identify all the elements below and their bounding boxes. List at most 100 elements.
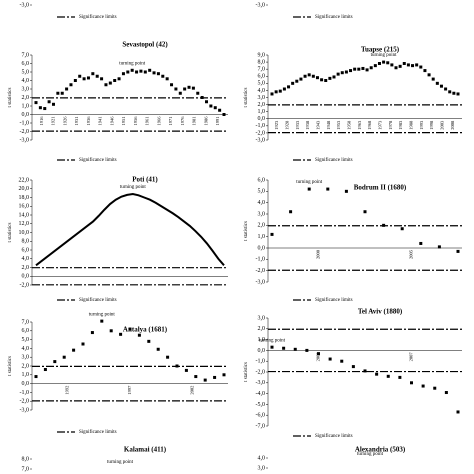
chart-title: Alexandria (503) [355, 446, 406, 454]
point [175, 364, 179, 368]
point [65, 87, 69, 91]
y-tick-label: 6,0 [258, 177, 266, 183]
point [317, 352, 320, 356]
y-axis-label: t statistics [244, 362, 249, 382]
point [373, 64, 377, 68]
y-tick-label: -2,0 [256, 369, 266, 375]
point [299, 77, 303, 81]
x-tick-label: 1943 [316, 120, 321, 130]
point [357, 67, 361, 71]
x-tick-label: 1958 [347, 120, 352, 130]
annotation: turning point [89, 312, 116, 317]
legend-label: Significance limits [79, 430, 117, 435]
y-tick-label: 2,0 [258, 326, 266, 332]
y-tick-label: 0,0 [22, 274, 30, 280]
point [119, 332, 123, 336]
x-tick-label: 1953 [336, 120, 341, 130]
point [386, 61, 390, 65]
point [187, 85, 191, 89]
y-tick-label: -2,0 [20, 282, 30, 288]
y-tick-label: -1,0 [256, 359, 266, 365]
y-tick-label: -1,0 [20, 390, 30, 396]
point [303, 74, 307, 78]
point [390, 63, 394, 67]
point [365, 68, 369, 72]
point [222, 373, 226, 377]
y-tick-label: 4,0 [258, 200, 266, 206]
chart-title: Kalamai (411) [124, 446, 167, 454]
point [62, 355, 66, 359]
point [444, 391, 448, 395]
chart-title: Antalya (1681) [123, 326, 168, 334]
point [200, 96, 204, 99]
point [218, 108, 222, 112]
y-tick-label: 3,0 [258, 465, 266, 471]
chart-title: Bodrum II (1680) [354, 184, 407, 192]
y-tick-label: 1,0 [22, 103, 30, 109]
point [209, 104, 213, 108]
point [344, 189, 348, 193]
y-tick-label: 6,0 [22, 328, 30, 334]
point [274, 90, 278, 94]
y-tick-label: 3,0 [258, 315, 266, 321]
y-tick-label: 3,0 [22, 355, 30, 361]
point [69, 83, 73, 87]
point [81, 342, 85, 346]
y-tick-label: -3,0 [20, 137, 30, 143]
y-tick-label: 16,0 [19, 204, 30, 210]
point [437, 245, 441, 249]
annotation: turning point [357, 452, 384, 457]
y-tick-label: -3,0 [20, 2, 30, 8]
y-tick-label: -3,0 [256, 279, 266, 285]
point [72, 348, 76, 352]
x-tick-label: 2007 [409, 352, 414, 362]
point [213, 375, 217, 379]
point [278, 89, 282, 93]
x-tick-label: 2002 [190, 386, 195, 395]
point [126, 70, 130, 74]
legend-label: Significance limits [315, 158, 353, 163]
point [108, 81, 112, 85]
x-tick-label: 1997 [127, 385, 132, 395]
annotation: turning point [259, 338, 286, 343]
y-axis-label: t statistics [244, 88, 249, 108]
x-tick-label: 1916 [39, 116, 44, 126]
y-tick-label: 4,0 [258, 455, 266, 461]
point [73, 79, 77, 82]
point [351, 365, 355, 369]
y-tick-label: 8,0 [22, 239, 30, 245]
legend-label: Significance limits [315, 298, 353, 303]
x-tick-label: 1978 [388, 120, 393, 130]
y-tick-label: 0,0 [258, 348, 266, 354]
y-tick-label: 2,0 [258, 223, 266, 229]
point [191, 86, 195, 90]
y-tick-label: 0,0 [22, 112, 30, 118]
point [402, 62, 406, 65]
point [165, 77, 169, 81]
y-tick-label: 1,0 [258, 337, 266, 343]
y-tick-label: -2,0 [20, 129, 30, 135]
point [152, 71, 156, 75]
point [43, 368, 47, 372]
point [78, 74, 82, 78]
point [349, 69, 353, 73]
point [305, 348, 309, 352]
point [369, 66, 373, 70]
point [307, 73, 311, 77]
point [361, 66, 365, 70]
y-tick-label: 10,0 [19, 230, 30, 236]
point [121, 72, 125, 76]
point [100, 319, 104, 323]
x-tick-label: 2005 [409, 249, 414, 259]
y-tick-label: 14,0 [19, 212, 30, 218]
point [398, 375, 402, 379]
x-tick-label: 1933 [295, 120, 300, 130]
point [326, 187, 330, 191]
y-tick-label: -6,0 [256, 413, 266, 419]
point [419, 65, 423, 69]
x-tick-label: 1971 [168, 117, 173, 126]
x-tick-label: 1991 [215, 117, 220, 126]
point [156, 347, 160, 351]
point [315, 76, 319, 80]
y-tick-label: 8,0 [22, 456, 30, 462]
